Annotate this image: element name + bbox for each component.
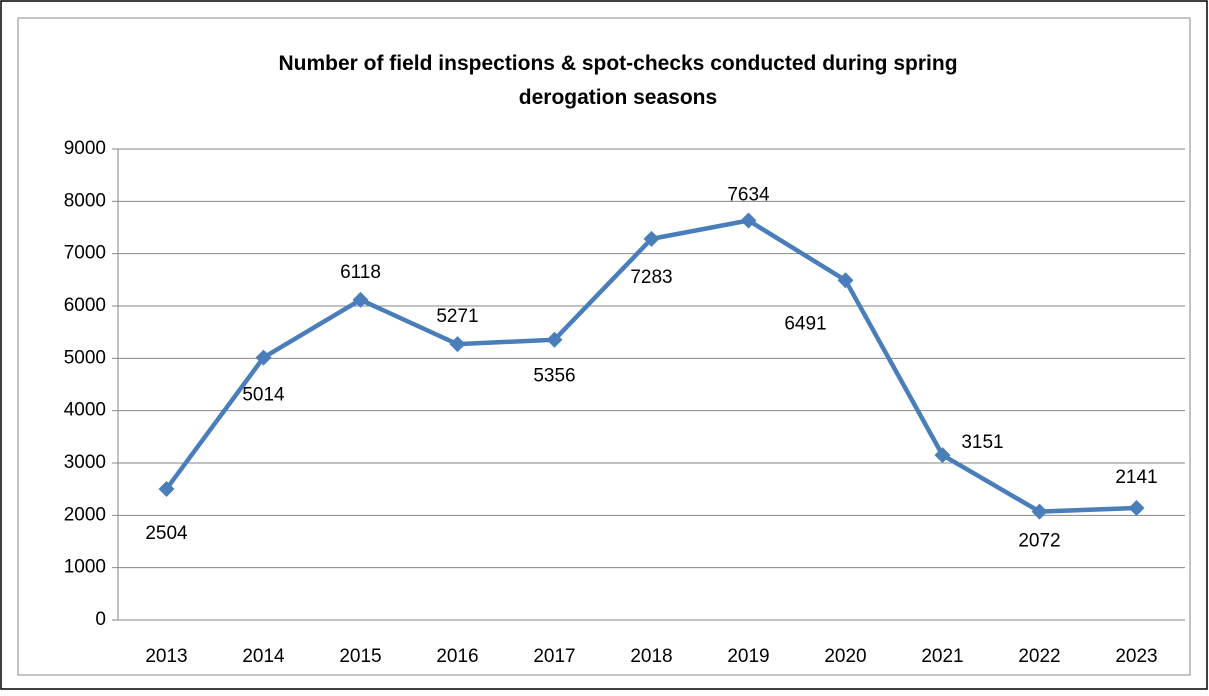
chart-title: Number of field inspections & spot-check… (278, 52, 957, 109)
data-point (352, 291, 369, 308)
y-tick-label: 0 (95, 609, 106, 630)
data-point (740, 212, 757, 229)
data-point (837, 272, 854, 289)
y-tick-label: 9000 (64, 138, 106, 159)
y-tick-label: 1000 (64, 557, 106, 578)
x-tick-label: 2014 (242, 646, 285, 667)
x-tick-label: 2021 (921, 646, 963, 667)
data-label: 5271 (436, 306, 478, 327)
x-tick-label: 2015 (339, 646, 381, 667)
data-point (449, 336, 466, 353)
y-tick-label: 7000 (64, 243, 106, 264)
data-label: 2504 (145, 523, 188, 544)
chart-border (17, 17, 1191, 676)
data-label: 2072 (1018, 531, 1060, 552)
y-tick-label: 4000 (64, 400, 106, 421)
y-tick-label: 5000 (64, 347, 106, 368)
data-label: 7283 (630, 267, 672, 288)
data-point (643, 230, 660, 247)
x-tick-label: 2019 (727, 646, 769, 667)
x-tick-label: 2022 (1018, 646, 1060, 667)
data-label: 6118 (340, 262, 381, 283)
y-tick-label: 6000 (64, 295, 106, 316)
x-tick-label: 2013 (145, 646, 187, 667)
y-tick-label: 8000 (64, 190, 106, 211)
x-tick-label: 2018 (630, 646, 672, 667)
y-tick-label: 3000 (64, 452, 106, 473)
data-label: 5014 (242, 385, 285, 406)
x-tick-label: 2017 (533, 646, 575, 667)
data-point (255, 349, 272, 366)
x-tick-label: 2020 (824, 646, 866, 667)
data-label: 5356 (533, 366, 575, 387)
x-tick-label: 2016 (436, 646, 478, 667)
data-point (1128, 499, 1145, 516)
data-point (1031, 503, 1048, 520)
y-tick-label: 2000 (64, 504, 106, 525)
x-tick-label: 2023 (1115, 646, 1157, 667)
data-point (934, 447, 951, 464)
data-label: 2141 (1115, 467, 1157, 488)
data-label: 3151 (961, 432, 1003, 453)
data-label: 7634 (727, 185, 770, 206)
data-point (158, 480, 175, 497)
data-point (546, 331, 563, 348)
data-label: 6491 (784, 313, 826, 334)
